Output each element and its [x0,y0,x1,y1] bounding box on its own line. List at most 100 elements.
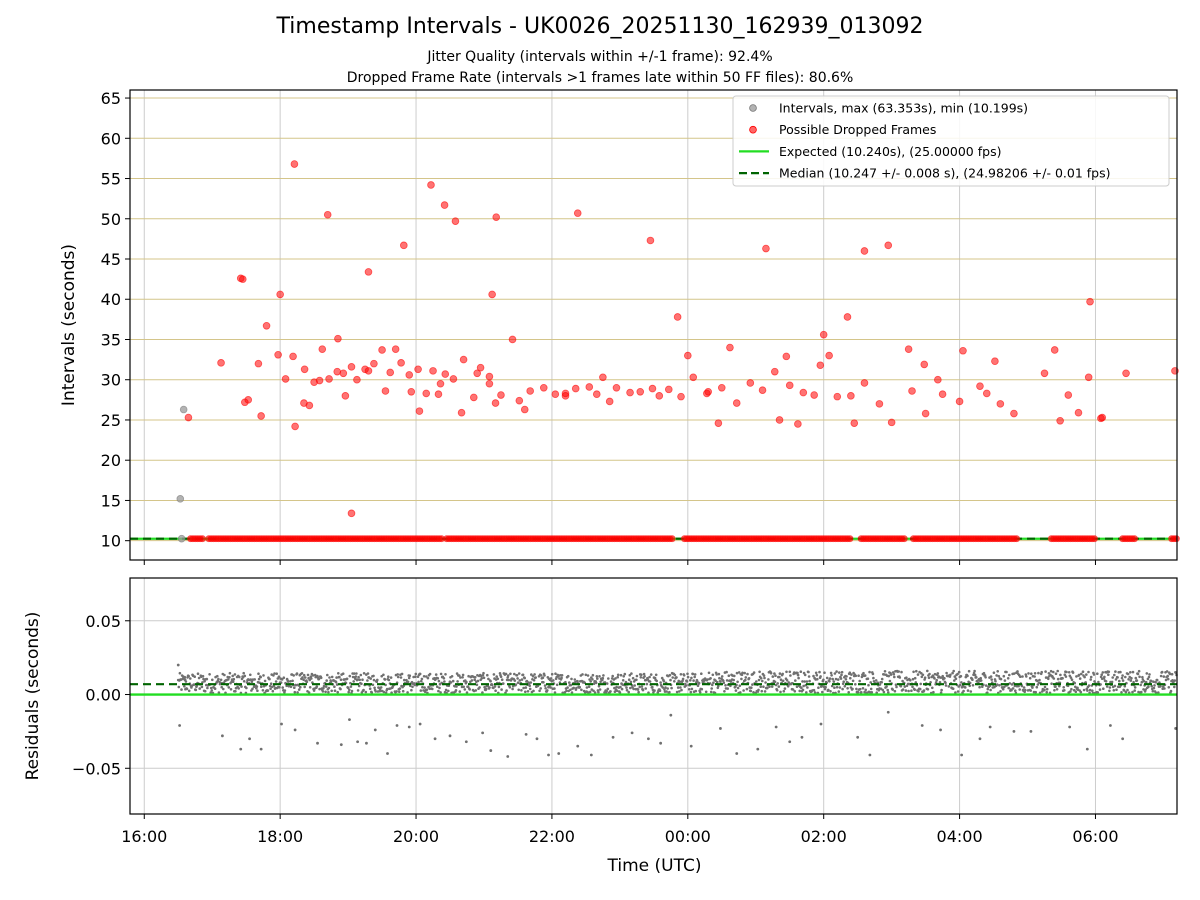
residual-point [861,687,865,690]
residual-point [544,687,547,690]
residual-point [928,672,931,676]
residual-point [458,690,462,693]
residual-point [459,676,462,679]
residual-outlier-point [176,663,180,667]
dropped-frame-point [364,268,373,276]
residual-point [862,671,865,675]
residual-point [722,679,725,683]
residual-point [762,674,766,677]
dropped-frame-point [626,388,634,397]
residual-outlier-point [1012,730,1016,733]
dropped-frame-point [318,345,327,353]
residual-point [408,674,412,677]
residual-point [746,672,749,676]
residual-point [971,684,975,687]
dropped-frame-point [485,372,494,381]
residual-point [192,683,196,686]
residual-point [489,679,492,683]
residual-point [249,678,253,681]
residual-point [1034,690,1037,694]
dropped-frame-point [934,375,942,384]
residual-point [250,680,254,683]
dropped-frame-point [391,345,400,353]
residual-point [736,686,740,690]
dropped-frame-point [573,209,582,217]
dropped-frame-point [407,387,416,396]
dropped-frame-point [991,357,999,366]
residual-outlier-point [356,740,360,744]
residual-point [528,684,531,688]
residual-point [933,672,937,676]
residual-point [450,675,454,678]
residual-point [491,683,494,687]
residual-point [312,689,316,692]
residual-point [504,672,508,676]
residual-point [668,673,672,677]
residual-point [831,677,834,681]
residual-point [401,689,405,693]
residual-point [1113,673,1116,677]
residual-point [620,687,624,691]
residual-outlier-point [576,744,580,748]
residual-point [900,670,903,674]
residual-point [538,689,541,693]
residual-point [1127,678,1130,681]
residual-point [940,688,943,692]
residual-outlier-point [348,718,351,721]
residual-point [371,683,375,687]
residual-outlier-point [395,724,399,727]
residual-point [197,676,201,680]
residual-point [1167,686,1171,689]
dropped-frame-point [770,367,779,376]
residual-point [944,684,948,687]
dropped-frame-point [333,367,342,376]
residual-point [1036,679,1039,683]
dropped-frame-point [241,398,249,407]
residual-point [419,689,423,692]
residual-point [623,672,627,676]
residual-outlier-point [659,741,663,745]
residual-point [509,672,512,676]
residual-point [1047,677,1050,681]
residual-point [689,679,692,682]
residual-point [539,687,542,690]
residual-point [396,675,400,679]
residual-point [431,687,434,691]
dropped-frame-point [440,201,449,209]
residual-point [1056,677,1060,681]
residual-point [1091,689,1094,692]
residual-point [531,674,535,678]
residual-point [698,691,702,694]
residual-outlier-point [248,737,251,741]
residual-point [1141,675,1144,679]
dropped-frame-point [785,381,794,390]
residual-point [1147,685,1150,688]
residual-point [573,678,577,681]
residual-point [566,686,569,689]
dropped-frame-point [646,236,655,245]
residual-point [869,681,872,684]
residual-point [228,676,231,679]
dropped-frame-point [238,275,247,283]
residual-point [369,677,373,680]
residual-point [607,677,610,680]
residual-point [580,688,583,692]
residual-point [352,680,356,683]
residual-outlier-point [464,740,468,744]
residual-point [570,677,573,681]
residual-point [385,687,389,691]
residual-point [505,689,508,692]
residual-point [1007,686,1010,690]
residual-point [953,679,956,682]
residual-point [762,685,765,688]
residual-point [704,690,708,694]
residual-point [835,685,839,689]
residual-point [549,686,552,689]
dropped-frame-point [274,350,282,359]
residual-point [662,680,666,683]
residual-point [959,674,963,678]
residual-point [511,687,514,691]
residual-point [744,678,747,682]
residual-point [774,674,777,677]
residual-point [1105,685,1109,688]
